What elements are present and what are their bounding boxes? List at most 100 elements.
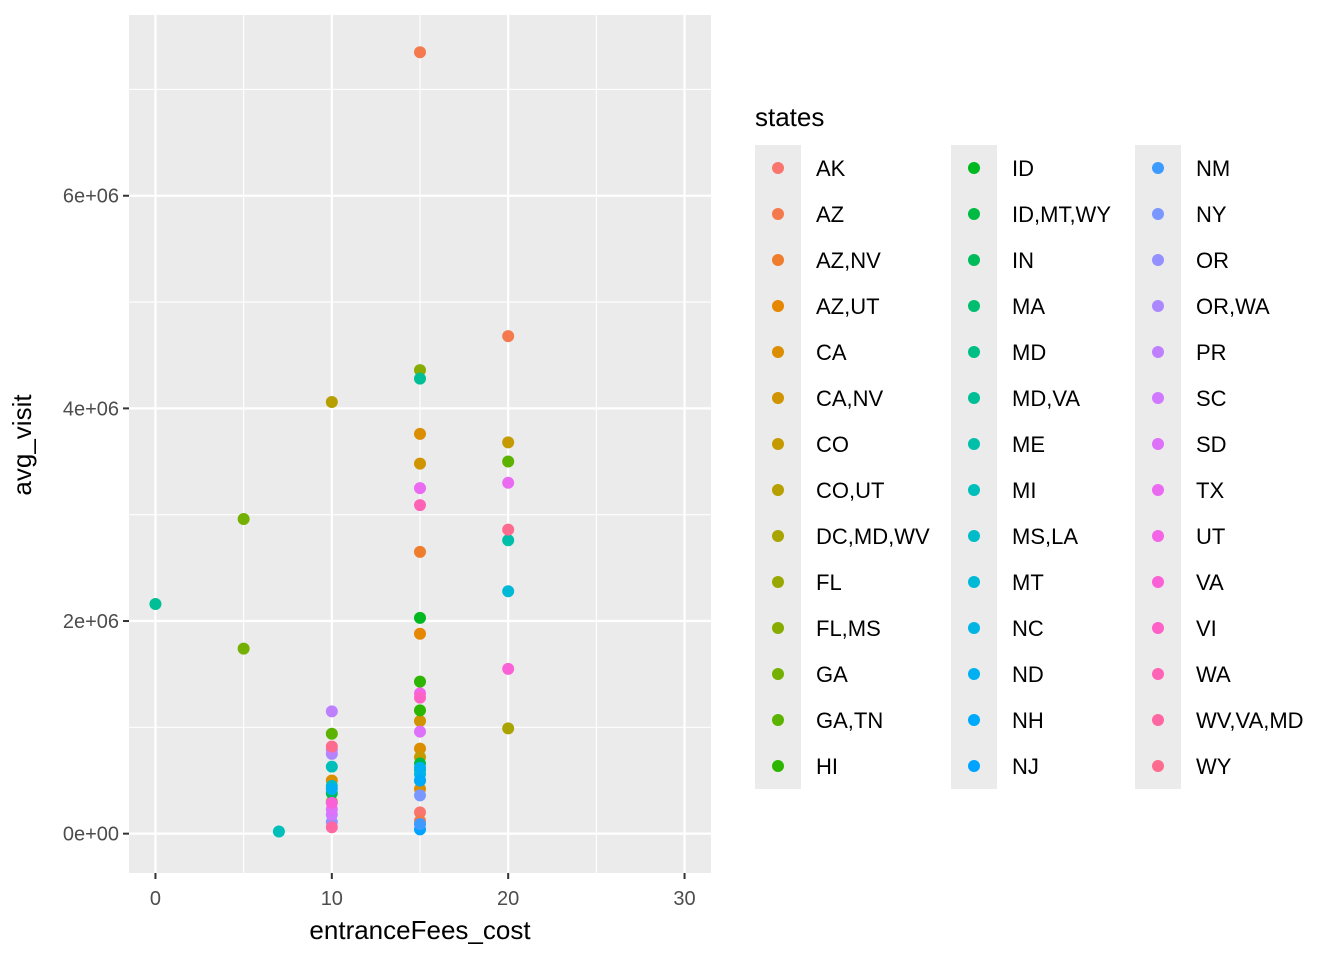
legend-key	[1152, 484, 1164, 496]
legend-key-background	[951, 145, 997, 789]
legend-key-background	[1135, 145, 1181, 789]
legend-key	[772, 668, 784, 680]
y-axis-tick-labels: 0e+00 2e+06 4e+06 6e+06	[63, 186, 119, 846]
data-point	[414, 372, 426, 385]
legend-label: NH	[1012, 708, 1044, 733]
data-point	[325, 396, 338, 409]
x-tick-label: 10	[321, 888, 343, 910]
data-point	[502, 722, 515, 735]
legend-label: MD	[1012, 340, 1046, 365]
data-point	[414, 427, 426, 440]
legend-label: MD,VA	[1012, 386, 1080, 411]
y-tick-label: 2e+06	[63, 611, 119, 633]
legend-label: FL	[816, 570, 842, 595]
legend-label: AZ,NV	[816, 248, 881, 273]
legend-key	[1152, 392, 1164, 404]
y-tick-label: 4e+06	[63, 398, 119, 420]
legend-key	[968, 530, 980, 542]
data-point	[237, 512, 250, 525]
legend: AK AZ AZ,NV AZ,UT CA CA,NV CO CO,UT DC,MD,WV FL FL…	[755, 145, 1304, 789]
data-point	[502, 585, 515, 598]
data-point	[325, 740, 338, 753]
x-tick-label: 30	[673, 888, 695, 910]
data-point	[414, 691, 426, 704]
legend-key	[772, 300, 784, 312]
y-tick-label: 0e+00	[63, 824, 119, 846]
legend-key	[772, 576, 784, 588]
data-point	[414, 482, 426, 495]
y-axis-title: avg_visit	[7, 394, 37, 496]
data-point	[502, 330, 515, 343]
legend-key	[772, 392, 784, 404]
legend-key	[772, 438, 784, 450]
legend-label: ID,MT,WY	[1012, 202, 1111, 227]
legend-key	[772, 208, 784, 220]
data-points	[149, 46, 515, 838]
legend-label: AZ	[816, 202, 844, 227]
legend-key	[1152, 760, 1164, 772]
legend-label: ID	[1012, 156, 1034, 181]
legend-label: SC	[1196, 386, 1227, 411]
legend-label: VI	[1196, 616, 1217, 641]
legend-label: SD	[1196, 432, 1227, 457]
legend-key	[772, 760, 784, 772]
legend-key	[1152, 668, 1164, 680]
data-point	[325, 796, 338, 809]
legend-key	[772, 714, 784, 726]
data-point	[149, 598, 162, 611]
legend-label: WA	[1196, 662, 1231, 687]
data-point	[325, 727, 338, 740]
legend-key-background	[755, 145, 801, 789]
legend-key	[968, 622, 980, 634]
legend-label: OR,WA	[1196, 294, 1270, 319]
legend-key	[968, 254, 980, 266]
legend-label: ND	[1012, 662, 1044, 687]
data-point	[414, 627, 426, 640]
data-point	[502, 476, 515, 489]
legend-label: CO,UT	[816, 478, 884, 503]
legend-label: AK	[816, 156, 846, 181]
legend-key	[1152, 714, 1164, 726]
legend-label: IN	[1012, 248, 1034, 273]
legend-key	[772, 484, 784, 496]
legend-label: DC,MD,WV	[816, 524, 930, 549]
legend-key	[1152, 576, 1164, 588]
x-axis-tick-labels: 0 10 20 30	[150, 888, 696, 910]
data-point	[414, 761, 426, 774]
data-point	[414, 675, 426, 688]
legend-key	[968, 438, 980, 450]
data-point	[414, 789, 426, 802]
x-tick-label: 20	[497, 888, 519, 910]
legend-key	[1152, 438, 1164, 450]
legend-label: MS,LA	[1012, 524, 1078, 549]
data-point	[325, 760, 338, 773]
legend-label: NC	[1012, 616, 1044, 641]
legend-label: MT	[1012, 570, 1044, 595]
legend-label: UT	[1196, 524, 1225, 549]
legend-key	[772, 530, 784, 542]
legend-key	[968, 668, 980, 680]
legend-label: OR	[1196, 248, 1229, 273]
data-point	[414, 545, 426, 558]
grid-minor	[129, 15, 711, 873]
legend-key	[772, 622, 784, 634]
x-tick-label: 0	[150, 888, 161, 910]
legend-label: WV,VA,MD	[1196, 708, 1304, 733]
legend-key	[1152, 208, 1164, 220]
legend-label: CO	[816, 432, 849, 457]
legend-key	[968, 392, 980, 404]
legend-key	[968, 162, 980, 174]
legend-label: WY	[1196, 754, 1232, 779]
legend-key	[968, 346, 980, 358]
data-point	[502, 662, 515, 675]
legend-label: NM	[1196, 156, 1230, 181]
data-point	[414, 46, 426, 59]
legend-key	[1152, 300, 1164, 312]
legend-label: PR	[1196, 340, 1227, 365]
legend-key	[1152, 530, 1164, 542]
legend-label: NJ	[1012, 754, 1039, 779]
data-point	[414, 818, 426, 831]
legend-key	[968, 760, 980, 772]
data-point	[272, 825, 285, 838]
